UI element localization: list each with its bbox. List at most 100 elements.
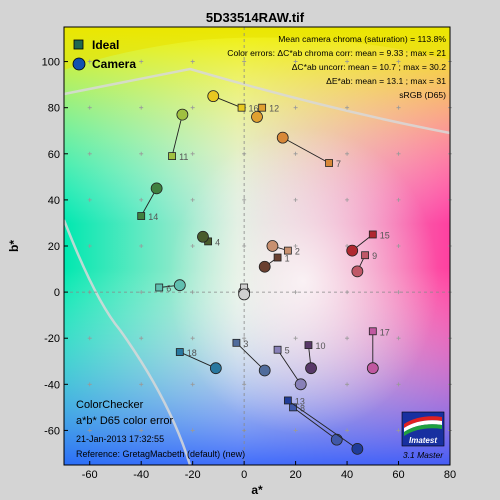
ideal-point-10 xyxy=(304,341,313,350)
grid-cross xyxy=(139,59,144,64)
ideal-point-13 xyxy=(283,396,292,405)
grid-cross xyxy=(293,428,298,433)
grid-cross xyxy=(396,59,401,64)
camera-point-8 xyxy=(330,433,343,446)
grid-cross xyxy=(345,59,350,64)
error-line-5 xyxy=(277,349,302,385)
camera-point-11 xyxy=(176,108,189,121)
error-line-13 xyxy=(287,400,358,450)
grid-cross xyxy=(139,382,144,387)
camera-point-6 xyxy=(173,279,186,292)
patch-label-12: 12 xyxy=(269,104,279,114)
info-block: ColorChecker a*b* D65 color error 21-Jan… xyxy=(76,399,245,459)
plot-background xyxy=(64,27,450,465)
grid-cross xyxy=(293,59,298,64)
grid-cross xyxy=(396,244,401,248)
grid-cross xyxy=(87,428,92,433)
grid-cross xyxy=(293,151,298,156)
stats-line-2: Color errors: ΔC*ab chroma corr: mean = … xyxy=(227,48,446,58)
y-tick-label: 20 xyxy=(48,241,60,253)
patch-label-16: 16 xyxy=(249,104,259,114)
camera-point-12 xyxy=(251,111,263,123)
grid-cross xyxy=(190,428,195,433)
patch-label-1: 1 xyxy=(285,254,290,264)
grid-cross xyxy=(190,105,195,110)
patch-label-11: 11 xyxy=(179,152,188,162)
ideal-point-5 xyxy=(273,345,282,354)
camera-point-3 xyxy=(258,364,271,377)
camera-point-14 xyxy=(150,182,163,195)
ideal-point-17 xyxy=(368,327,377,336)
patch-label-15: 15 xyxy=(380,230,390,240)
y-tick-label: -20 xyxy=(44,333,60,345)
grid-cross xyxy=(396,105,401,110)
patch-label-13: 13 xyxy=(295,396,305,406)
x-tick-label: -20 xyxy=(185,469,201,481)
grid-cross xyxy=(396,382,401,387)
grid-cross xyxy=(87,151,92,156)
grid-cross xyxy=(139,151,144,156)
camera-point-18 xyxy=(209,362,222,375)
grid-cross xyxy=(139,336,144,341)
camera-point-7 xyxy=(276,131,289,144)
ideal-point-3 xyxy=(232,338,241,347)
camera-point-13 xyxy=(351,442,364,455)
stats-line-5: sRGB (D65) xyxy=(399,90,446,100)
grid-cross xyxy=(345,105,350,110)
grid xyxy=(64,27,452,465)
grid-cross xyxy=(396,197,401,202)
grid-cross xyxy=(345,197,350,202)
camera-point-5 xyxy=(294,378,307,391)
patch-label-5: 5 xyxy=(285,346,290,356)
y-axis-label: b* xyxy=(7,240,21,252)
grid-cross xyxy=(139,105,144,110)
ideal-point-1 xyxy=(273,253,282,262)
camera-point-15 xyxy=(346,244,359,257)
grid-cross xyxy=(293,336,298,341)
camera-point-2 xyxy=(266,240,279,252)
patch-label-2: 2 xyxy=(295,247,300,257)
ideal-point-18 xyxy=(175,348,184,356)
stats-line-4: ΔE*ab: mean = 13.1 ; max = 31 xyxy=(326,76,446,86)
grid-cross xyxy=(139,244,144,248)
grid-cross xyxy=(396,428,401,433)
patch-label-4: 4 xyxy=(215,237,220,247)
x-tick-label: -60 xyxy=(82,469,98,481)
grid-cross xyxy=(139,428,144,433)
x-axis-label: a* xyxy=(251,483,263,497)
ideal-point-7 xyxy=(325,159,333,167)
ideal-point-9 xyxy=(361,251,369,260)
patch-label-9: 9 xyxy=(372,251,377,261)
ideal-point-14 xyxy=(137,212,146,220)
y-tick-label: -40 xyxy=(44,379,60,391)
patch-label-17: 17 xyxy=(380,327,390,337)
grid-cross xyxy=(345,428,350,433)
ideal-point-16 xyxy=(237,103,246,112)
x-tick-label: 0 xyxy=(241,469,247,481)
patch-label-10: 10 xyxy=(315,341,325,351)
stats-block: Mean camera chroma (saturation) = 113.8%… xyxy=(227,34,446,100)
grid-cross xyxy=(293,197,298,202)
y-tick-label: 100 xyxy=(42,57,60,69)
y-tick-label: 40 xyxy=(48,195,60,207)
patch-label-18: 18 xyxy=(187,348,197,358)
grid-cross xyxy=(190,59,195,64)
patch-label-3: 3 xyxy=(243,339,248,349)
ideal-point-11 xyxy=(168,152,176,160)
patch-label-8: 8 xyxy=(300,403,305,413)
error-line-8 xyxy=(292,407,338,441)
camera-point-9 xyxy=(351,265,364,278)
info-line-4: Reference: GretagMacbeth (default) (new) xyxy=(76,449,245,459)
gamut-boundary-lower xyxy=(62,219,192,466)
legend: Ideal Camera xyxy=(72,38,136,71)
camera-point-10 xyxy=(305,362,317,375)
grid-cross xyxy=(345,382,350,387)
grid-cross xyxy=(190,197,195,202)
patch-label-14: 14 xyxy=(148,212,158,222)
x-tick-label: 80 xyxy=(444,469,456,481)
y-tick-label: 60 xyxy=(48,149,60,161)
info-line-1: ColorChecker xyxy=(76,399,144,411)
camera-point-17 xyxy=(366,362,379,375)
grid-cross xyxy=(190,336,195,341)
